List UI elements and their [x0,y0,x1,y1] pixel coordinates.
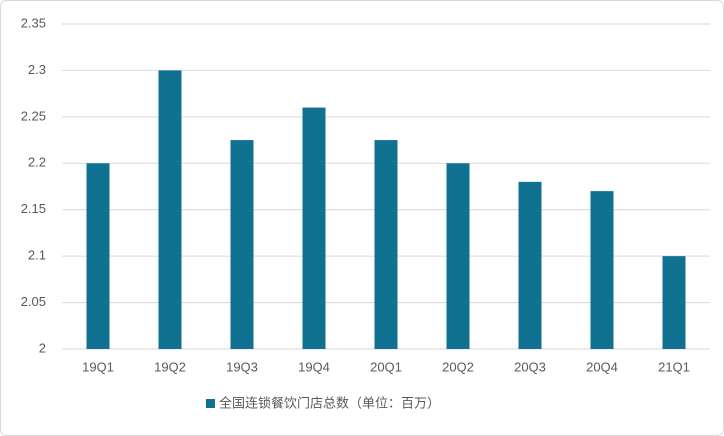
x-tick-label: 21Q1 [658,359,690,374]
bar [158,70,182,349]
x-tick-label: 19Q1 [82,359,114,374]
bar [590,191,614,349]
y-tick-label: 2.15 [21,201,46,216]
bar [374,140,398,349]
x-tick-label: 20Q1 [370,359,402,374]
y-tick-label: 2.25 [21,108,46,123]
legend-label: 全国连锁餐饮门店总数（单位：百万） [219,395,440,410]
bar [518,181,542,349]
bar [230,140,254,349]
bar [662,256,686,349]
y-tick-label: 2.2 [28,155,46,170]
x-tick-label: 19Q4 [298,359,330,374]
x-tick-label: 19Q3 [226,359,258,374]
x-tick-label: 19Q2 [154,359,186,374]
legend-swatch [206,399,215,408]
y-tick-label: 2.35 [21,15,46,30]
y-tick-label: 2 [39,340,46,355]
y-tick-label: 2.1 [28,248,46,263]
bar [86,163,110,349]
x-tick-label: 20Q3 [514,359,546,374]
y-tick-label: 2.05 [21,294,46,309]
bar [302,107,326,349]
x-tick-label: 20Q4 [586,359,618,374]
bar [446,163,470,349]
x-tick-label: 20Q2 [442,359,474,374]
y-tick-label: 2.3 [28,62,46,77]
